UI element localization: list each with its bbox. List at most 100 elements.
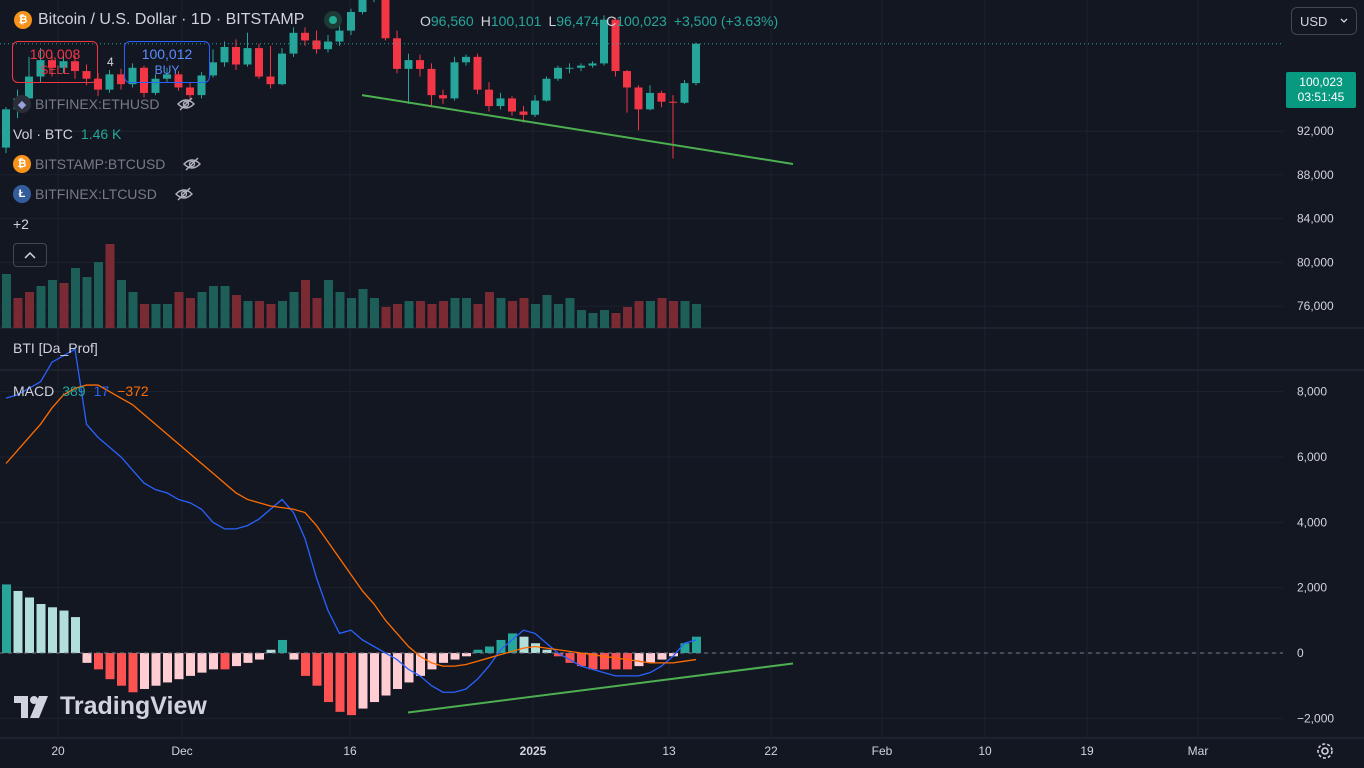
- candle-body: [232, 47, 240, 65]
- macd-hist-bar: [312, 653, 322, 686]
- macd-hist-bar: [542, 649, 552, 654]
- symbol-title[interactable]: Bitcoin / U.S. Dollar · 1D · BITSTAMP: [38, 11, 305, 28]
- candle-body: [657, 92, 666, 102]
- macd-hist-value: 389: [62, 383, 86, 399]
- volume-value: 1.46 K: [80, 126, 122, 142]
- macd-hist-bar: [669, 653, 678, 657]
- signal-line: [5, 384, 697, 667]
- price-axis-tick: 84,000: [1297, 212, 1334, 226]
- candle-body: [473, 56, 482, 90]
- candle-body: [496, 98, 505, 107]
- volume-bar: [243, 301, 253, 328]
- volume-bar: [13, 298, 23, 328]
- ohlc-legend: O96,560 H100,101 L96,474 C100,023 +3,500…: [420, 13, 779, 29]
- volume-bar: [439, 301, 448, 328]
- candle-body: [48, 60, 56, 68]
- brand-name: TradingView: [60, 692, 207, 720]
- chevron-up-icon: [24, 251, 36, 259]
- macd-signal-value: −372: [117, 383, 149, 399]
- buy-label: BUY: [154, 63, 180, 77]
- candle-body: [174, 74, 183, 88]
- volume-bar: [531, 304, 540, 328]
- time-axis-tick: 2025: [520, 744, 547, 758]
- macd-hist-bar: [680, 643, 690, 654]
- tradingview-logo[interactable]: TradingView: [14, 692, 207, 721]
- buy-button[interactable]: 100,012 BUY: [124, 41, 210, 83]
- volume-bar: [255, 301, 264, 328]
- macd-hist-bar: [335, 653, 345, 712]
- more-indicators[interactable]: +2: [13, 216, 29, 232]
- candle-body: [554, 67, 562, 79]
- macd-hist-bar: [186, 653, 195, 676]
- volume-bar: [634, 301, 644, 328]
- candle-body: [577, 65, 585, 68]
- compare-symbol-ethusd[interactable]: ◆ BITFINEX:ETHUSD: [13, 95, 196, 113]
- macd-hist-bar: [2, 584, 11, 654]
- bti-indicator-label[interactable]: BTI [Da_Prof]: [13, 340, 98, 356]
- time-axis-tick: 10: [978, 744, 992, 758]
- macd-hist-bar: [140, 653, 149, 689]
- currency-select[interactable]: USD: [1291, 7, 1357, 35]
- candle-body: [485, 89, 493, 107]
- volume-bar: [2, 274, 11, 328]
- volume-bar: [496, 298, 506, 328]
- volume-bar: [312, 298, 322, 328]
- volume-bar: [588, 313, 598, 328]
- macd-hist-bar: [220, 653, 230, 670]
- volume-bar: [393, 304, 402, 328]
- litecoin-icon: Ł: [13, 185, 31, 203]
- candle-body: [542, 78, 551, 101]
- macd-legend[interactable]: MACD 389 17 −372: [13, 383, 149, 399]
- macd-hist-bar: [439, 653, 448, 663]
- buy-price: 100,012: [141, 46, 193, 62]
- settings-gear-icon[interactable]: [1314, 740, 1336, 762]
- eye-hidden-icon[interactable]: [183, 157, 202, 171]
- time-axis-tick: Feb: [872, 744, 893, 758]
- volume-bar: [301, 280, 310, 328]
- candle-body: [324, 41, 332, 50]
- macd-hist-bar: [623, 653, 632, 670]
- volume-bar: [657, 298, 667, 328]
- eye-hidden-icon[interactable]: [177, 97, 196, 111]
- macd-hist-bar: [462, 653, 471, 657]
- candle-body: [2, 109, 10, 148]
- macd-hist-bar: [59, 610, 69, 654]
- candle-body: [381, 0, 390, 39]
- volume-bar: [462, 298, 471, 328]
- volume-bar: [186, 298, 195, 328]
- bitcoin-icon: ₿: [13, 155, 31, 173]
- collapse-legend-button[interactable]: [13, 243, 47, 267]
- macd-hist-bar: [243, 653, 253, 663]
- candle-body: [220, 47, 229, 63]
- symbol-header[interactable]: ₿ Bitcoin / U.S. Dollar · 1D · BITSTAMP: [14, 11, 343, 29]
- candle-body: [117, 74, 125, 85]
- macd-hist-bar: [266, 649, 276, 654]
- candle-body: [335, 30, 344, 42]
- volume-bar: [48, 280, 57, 328]
- volume-bar: [370, 298, 379, 328]
- sell-price: 100,008: [29, 46, 81, 62]
- candle-body: [82, 71, 91, 79]
- candle-body: [278, 53, 286, 85]
- macd-axis-tick: 6,000: [1297, 450, 1327, 464]
- candle-body: [439, 95, 447, 99]
- change-value: +3,500 (+3.63%): [673, 13, 779, 29]
- volume-bar: [128, 292, 138, 328]
- compare-symbol-btcusd[interactable]: ₿ BITSTAMP:BTCUSD: [13, 155, 202, 173]
- macd-hist-bar: [404, 653, 414, 683]
- eye-hidden-icon[interactable]: [174, 187, 193, 201]
- sell-button[interactable]: 100,008 SELL: [12, 41, 98, 83]
- compare-symbol-ltcusd[interactable]: Ł BITFINEX:LTCUSD: [13, 185, 193, 203]
- macd-hist-bar: [163, 653, 172, 683]
- volume-bar: [289, 292, 299, 328]
- volume-bar: [473, 304, 483, 328]
- price-trendline: [361, 94, 794, 165]
- time-axis-tick: 13: [662, 744, 676, 758]
- candle-body: [680, 83, 689, 103]
- volume-bar: [404, 301, 414, 328]
- macd-hist-bar: [611, 653, 621, 670]
- candle-body: [312, 40, 321, 50]
- macd-axis-tick: 8,000: [1297, 385, 1327, 399]
- price-axis-tick: 80,000: [1297, 255, 1334, 269]
